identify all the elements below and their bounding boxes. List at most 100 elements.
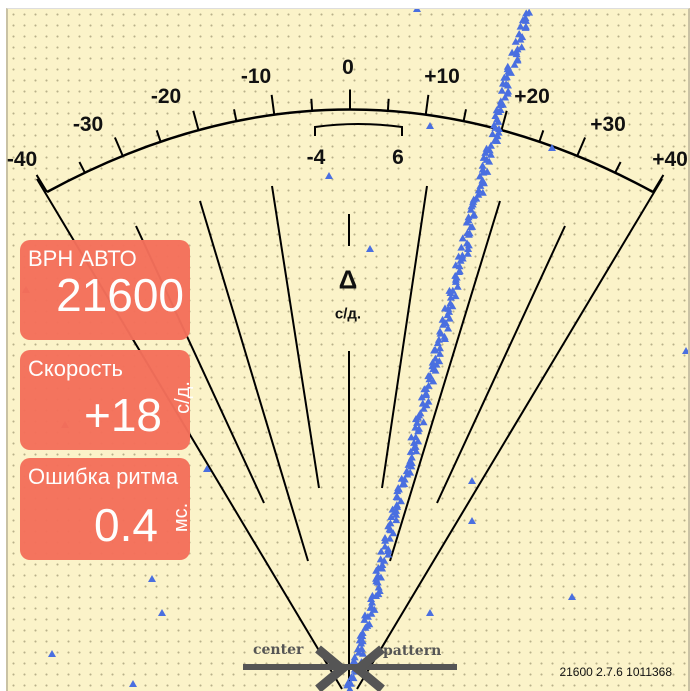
trace-point [366, 245, 374, 252]
trace-point [475, 172, 484, 180]
trace-point [429, 377, 438, 385]
trace-point [548, 144, 556, 151]
trace-point [501, 93, 510, 101]
trace-point [431, 354, 440, 362]
scale-tick [576, 137, 587, 157]
trace-point [521, 14, 530, 22]
trace-point [435, 344, 444, 352]
scale-tick [310, 98, 314, 111]
trace-point [392, 501, 401, 509]
scale-label: -20 [150, 85, 182, 108]
trace-point [418, 399, 427, 407]
scale-tick [35, 174, 48, 193]
trace-point [463, 229, 472, 237]
scale-label: -40 [6, 148, 38, 171]
trace-point [374, 564, 383, 572]
trace-point [496, 100, 505, 108]
rate-title: Скорость [28, 356, 124, 381]
fan-line [356, 178, 663, 690]
trace-point [386, 519, 395, 527]
beat-rate-card[interactable]: ВРН АВТО 21600 [20, 240, 190, 340]
center-pattern-marker [243, 645, 457, 691]
scale-tick [192, 110, 200, 131]
trace-point [414, 437, 423, 445]
trace-point [448, 286, 457, 294]
trace-point [496, 97, 505, 105]
scale-tick [155, 130, 162, 143]
trace-point [385, 534, 394, 542]
trace-point [453, 282, 462, 290]
trace-point [517, 43, 526, 51]
scale-tick [614, 161, 622, 174]
trace-point [392, 492, 401, 500]
trace-point [424, 381, 433, 389]
trace-point [435, 357, 444, 365]
trace-point [451, 271, 460, 279]
trace-point [568, 593, 576, 600]
scale-tick [386, 98, 390, 111]
fan-line [271, 185, 320, 489]
trace-point [435, 327, 444, 335]
trace-point [483, 167, 492, 175]
trace-point [353, 645, 362, 653]
delta-symbol: Δ [338, 264, 358, 295]
trace-point [502, 80, 511, 88]
trace-point [434, 335, 443, 343]
trace-point [387, 513, 396, 521]
trace-point [521, 22, 530, 30]
trace-point [419, 418, 428, 426]
beat-rate-value: 21600 [56, 269, 184, 321]
trace-point [413, 418, 422, 426]
trace-point [464, 244, 473, 252]
beat-error-title: Ошибка ритма [28, 464, 179, 489]
scale-arc [46, 108, 654, 194]
trace-point [428, 358, 437, 366]
trace-point [470, 210, 479, 218]
trace-point [416, 409, 425, 417]
trace-point [158, 609, 166, 616]
delta-unit: с/д. [334, 305, 362, 323]
trace-point [502, 73, 511, 81]
trace-point [388, 505, 397, 513]
trace-point [347, 673, 356, 681]
scale-label: -10 [240, 65, 272, 88]
trace-point [394, 484, 403, 492]
scale-tick [270, 94, 276, 115]
trace-point [468, 517, 476, 524]
trace-point [455, 267, 464, 275]
trace-point [468, 477, 476, 484]
trace-point [479, 153, 488, 161]
rate-card[interactable]: Скорость +18 с/д. [20, 350, 194, 450]
trace-point [486, 150, 495, 158]
trace-point [377, 547, 386, 555]
trace-point [444, 324, 453, 332]
trace-point [48, 650, 56, 657]
trace-point [438, 315, 447, 323]
trace-point [411, 433, 420, 441]
bracket-label-left: -4 [306, 146, 326, 169]
trace-point [488, 130, 497, 138]
trace-point [494, 128, 503, 136]
trace-point [376, 555, 385, 563]
scale-tick [538, 130, 545, 143]
trace-point [463, 249, 472, 257]
trace-point [446, 299, 455, 307]
trace-point [468, 222, 477, 230]
trace-point [458, 234, 467, 242]
beat-error-card[interactable]: Ошибка ритма 0.4 мс. [20, 458, 192, 560]
scale-tick [233, 109, 238, 122]
scale-tick [462, 109, 467, 122]
trace-point [422, 389, 431, 397]
trace-point [129, 680, 137, 687]
center-label: center [253, 642, 304, 658]
trace-point [358, 628, 367, 636]
trace-point [381, 542, 390, 550]
trace-point [682, 347, 688, 354]
trace-point [444, 304, 453, 312]
trace-point [400, 480, 409, 488]
fan-line [436, 225, 566, 504]
trace-point [413, 9, 421, 12]
trace-point [367, 609, 376, 617]
rate-dial [22, 9, 688, 691]
trace-point [374, 583, 383, 591]
